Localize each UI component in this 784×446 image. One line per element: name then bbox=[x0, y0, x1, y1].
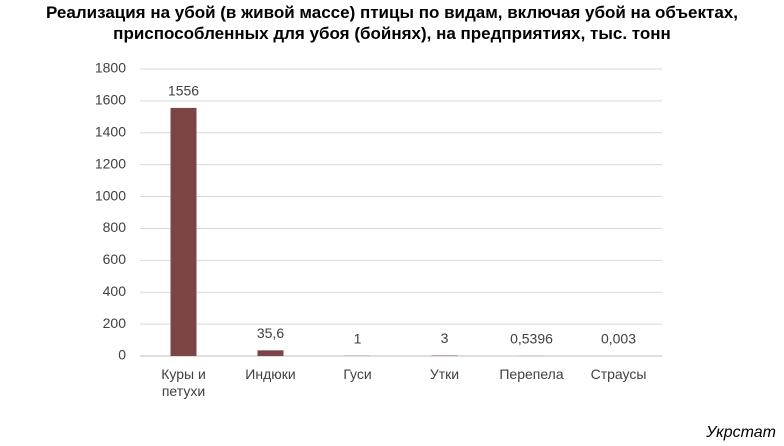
y-tick-label: 600 bbox=[103, 251, 127, 267]
x-tick-label: Утки bbox=[429, 366, 460, 382]
y-tick-label: 400 bbox=[103, 283, 127, 299]
y-tick-label: 1600 bbox=[95, 92, 126, 108]
value-label: 0,003 bbox=[601, 331, 636, 347]
x-tick-label: Индюки bbox=[245, 366, 296, 382]
value-label: 3 bbox=[441, 330, 449, 346]
bar bbox=[257, 350, 284, 356]
value-label: 0,5396 bbox=[510, 331, 553, 347]
y-tick-label: 200 bbox=[103, 315, 127, 331]
y-tick-label: 800 bbox=[103, 219, 127, 235]
source: Укрстат bbox=[706, 424, 776, 441]
y-tick-label: 1000 bbox=[95, 187, 126, 203]
y-tick-label: 1400 bbox=[95, 123, 126, 139]
y-tick-label: 0 bbox=[118, 347, 126, 363]
chart-title: Реализация на убой (в живой массе) птицы… bbox=[46, 3, 738, 43]
x-tick-label: Страусы bbox=[590, 366, 647, 382]
x-tick-label: Перепела bbox=[499, 366, 564, 382]
y-tick-label: 1200 bbox=[95, 155, 126, 171]
bar bbox=[170, 107, 197, 356]
y-tick-label: 1800 bbox=[95, 60, 126, 76]
x-tick-label: Куры и петухи bbox=[161, 366, 206, 399]
x-tick-label: Гуси bbox=[343, 366, 372, 382]
value-label: 1556 bbox=[168, 83, 199, 99]
value-label: 35,6 bbox=[257, 325, 284, 341]
value-label: 1 bbox=[354, 331, 362, 347]
